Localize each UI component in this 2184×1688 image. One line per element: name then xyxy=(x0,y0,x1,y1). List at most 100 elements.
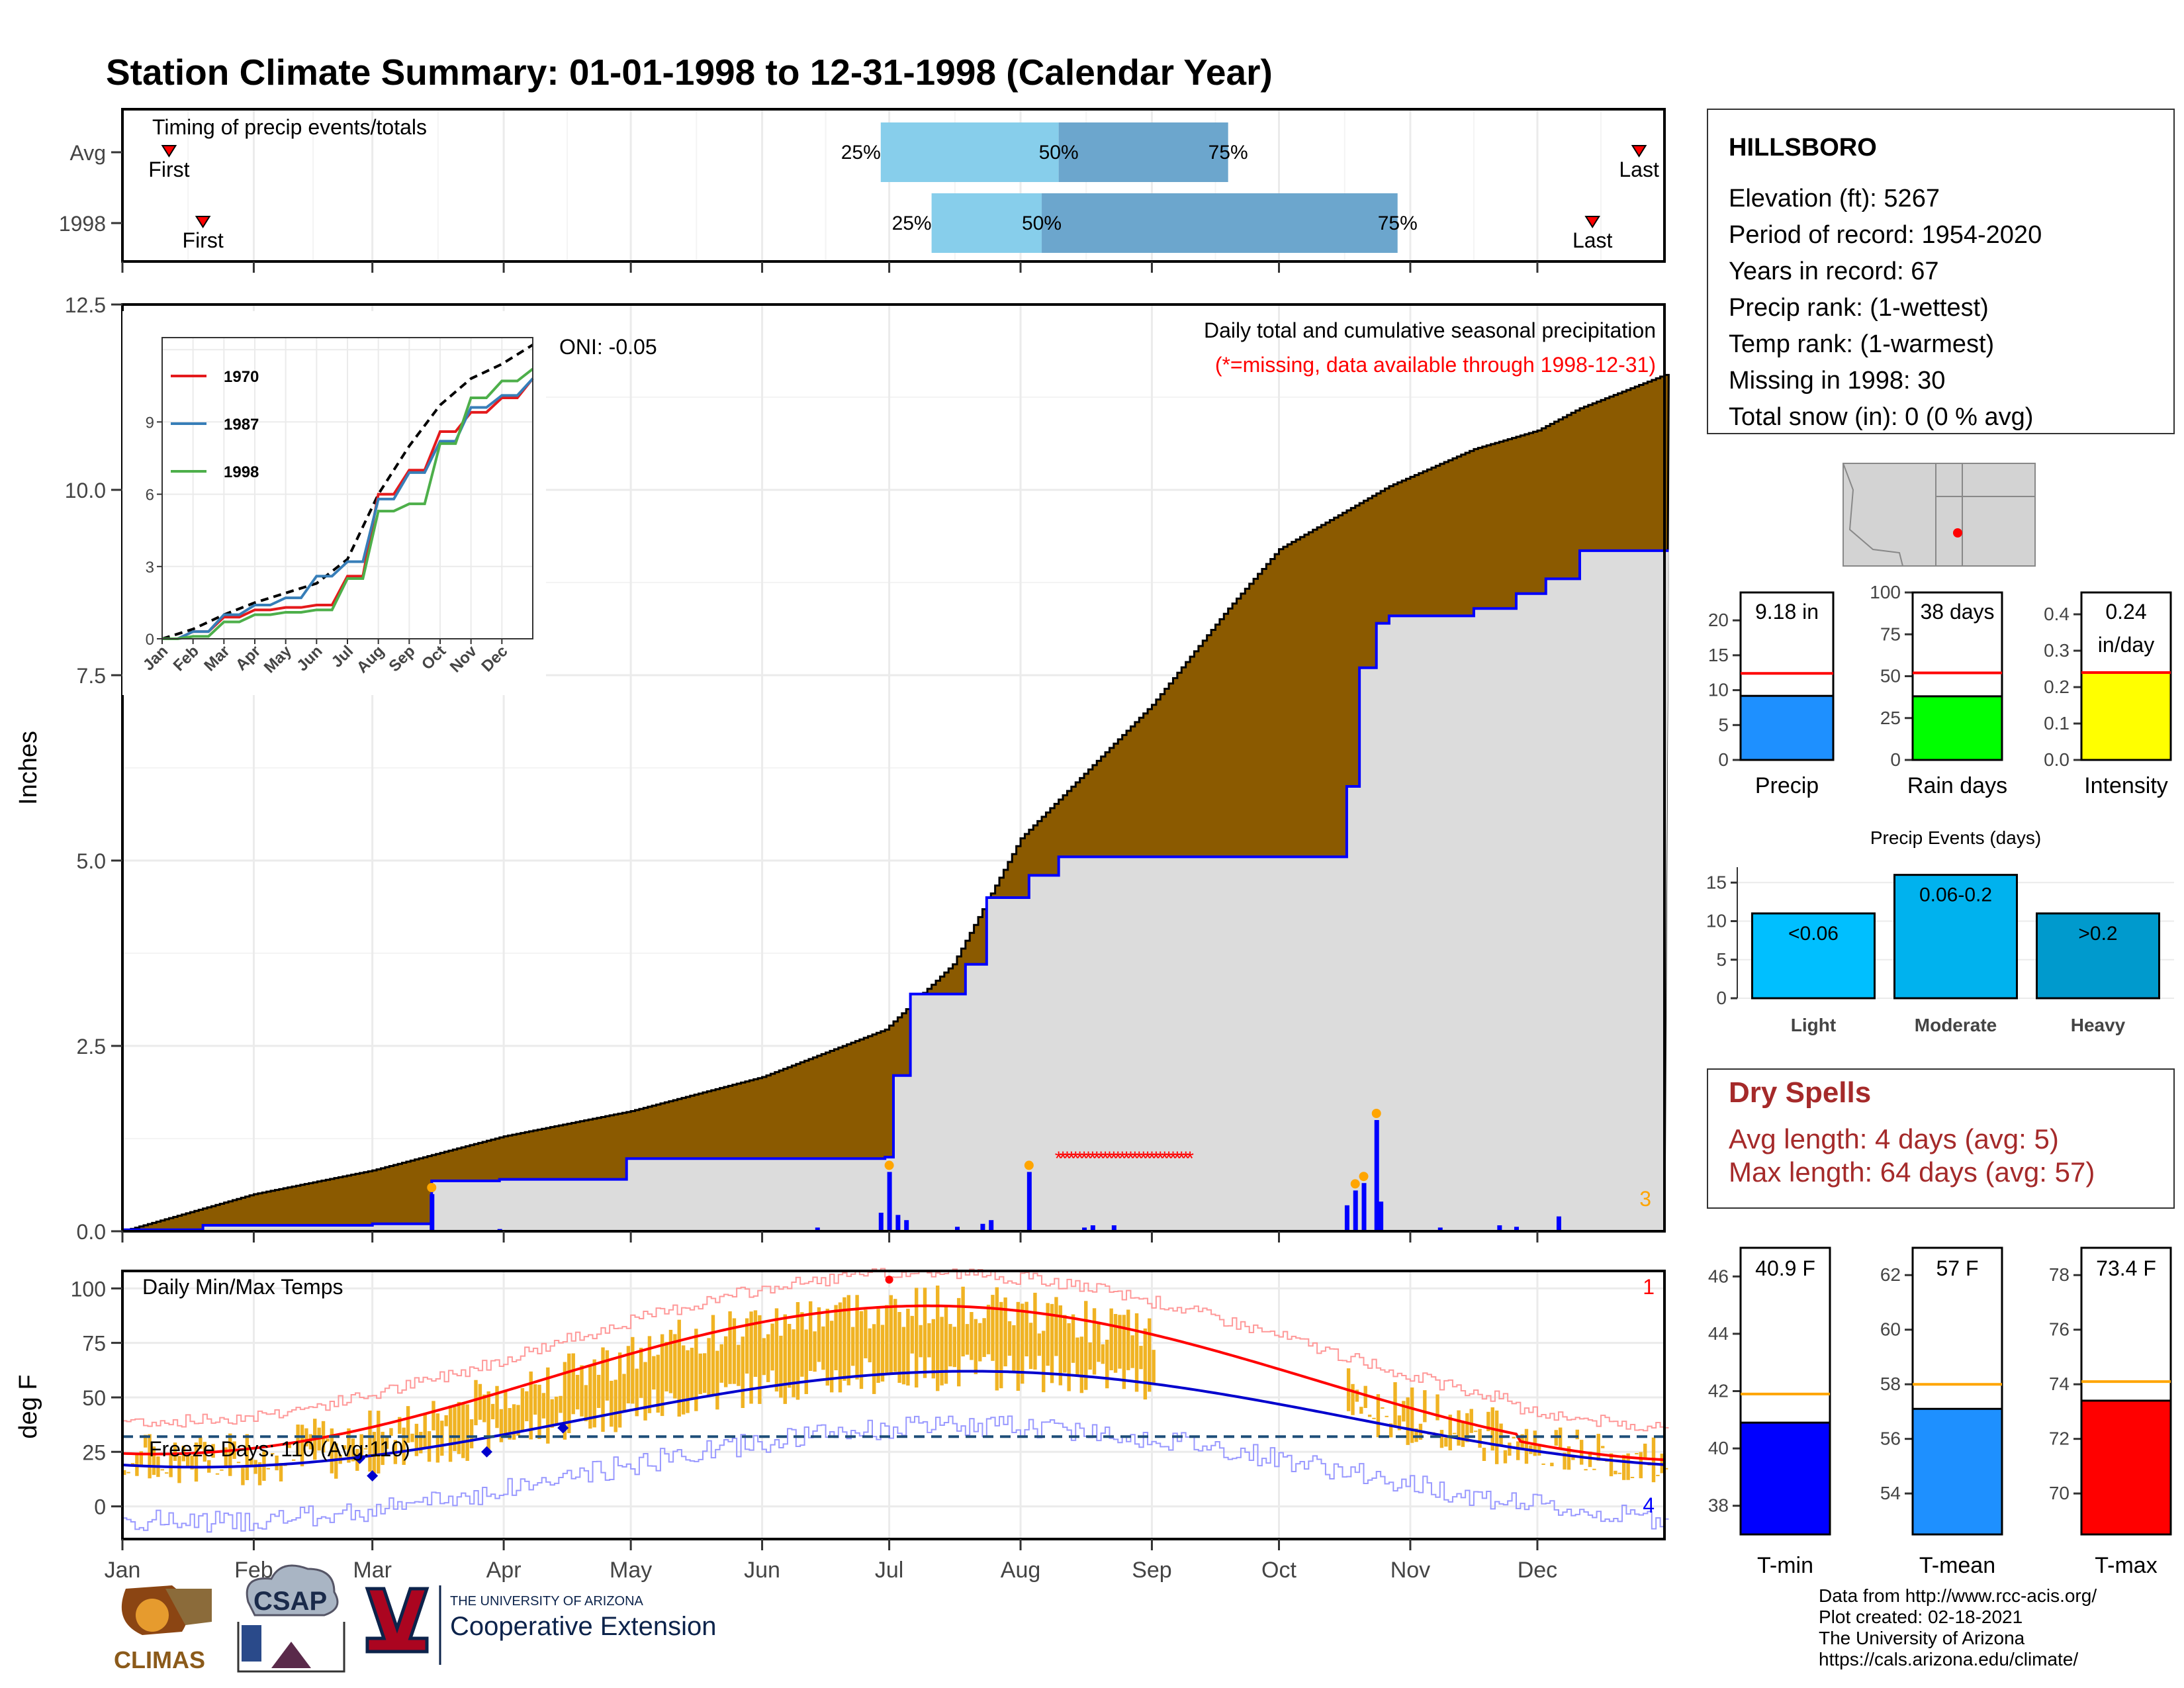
daily-temp-bar xyxy=(550,1399,554,1428)
daily-temp-bar xyxy=(961,1286,965,1357)
dry-spell-mark: * xyxy=(1059,1148,1067,1170)
daily-precip-bar xyxy=(1497,1225,1502,1231)
daily-temp-bar xyxy=(1410,1387,1414,1443)
daily-temp-bar xyxy=(351,1438,355,1462)
daily-temp-bar xyxy=(220,1469,224,1471)
daily-temp-bar xyxy=(991,1295,995,1361)
tempbar-ytick-label: 38 xyxy=(1708,1495,1729,1516)
dry-spell-mark: * xyxy=(1097,1148,1105,1170)
tempbar-ytick-label: 74 xyxy=(2049,1374,2070,1394)
footer-line1: Data from http://www.rcc-acis.org/ xyxy=(1819,1585,2097,1606)
daily-temp-bar xyxy=(1524,1429,1529,1464)
tempbar-value-label: 40.9 F xyxy=(1755,1256,1815,1280)
daily-temp-bar xyxy=(1097,1323,1101,1362)
footer-line3: The University of Arizona xyxy=(1819,1628,2025,1648)
dry-spell-mark: * xyxy=(1064,1148,1071,1170)
record-low-marker xyxy=(353,1452,365,1464)
daily-temp-bar xyxy=(1007,1321,1012,1356)
daily-temp-bar xyxy=(1148,1318,1152,1392)
daily-temp-bar xyxy=(762,1338,766,1376)
avg-max-line xyxy=(122,1304,1665,1462)
record-low-marker xyxy=(367,1470,379,1481)
daily-temp-bar xyxy=(952,1327,957,1368)
dry-spell-mark: * xyxy=(1152,1148,1160,1170)
daily-temp-bar xyxy=(1575,1429,1579,1440)
precip-ytick-label: 12.5 xyxy=(65,293,106,317)
station-location-marker xyxy=(1953,528,1962,538)
daily-temp-bar xyxy=(486,1391,490,1455)
dry-spell-mark: * xyxy=(1089,1148,1097,1170)
daily-precip-bar xyxy=(955,1227,960,1231)
daily-temp-bar xyxy=(554,1396,559,1425)
daily-temp-bar xyxy=(927,1323,931,1358)
daily-temp-bar xyxy=(1494,1410,1499,1464)
summary-ytick-label: 0 xyxy=(1718,749,1729,770)
daily-temp-bar xyxy=(525,1391,529,1421)
month-tick-label: Sep xyxy=(1132,1558,1172,1583)
daily-temp-bar xyxy=(995,1287,999,1391)
daily-precip-bar xyxy=(1344,1205,1349,1231)
daily-temp-bar xyxy=(656,1354,660,1413)
daily-temp-bar xyxy=(787,1323,792,1388)
daily-temp-bar xyxy=(838,1302,842,1393)
daily-temp-bar xyxy=(745,1318,749,1374)
daily-temp-bar xyxy=(681,1345,686,1415)
daily-temp-bar xyxy=(897,1311,901,1383)
daily-temp-bar xyxy=(872,1324,876,1394)
daily-temp-bar xyxy=(1567,1446,1571,1470)
inset-ytick-label: 0 xyxy=(146,631,154,649)
heavy-event-marker xyxy=(1359,1172,1369,1182)
daily-temp-bar xyxy=(610,1380,614,1427)
daily-temp-bar xyxy=(279,1463,283,1481)
summary-ytick-label: 100 xyxy=(1870,582,1901,602)
daily-temp-bar xyxy=(1028,1323,1033,1369)
dry-spells-title: Dry Spells xyxy=(1729,1076,1871,1109)
daily-temp-bar xyxy=(546,1367,550,1444)
daily-temp-bar xyxy=(1084,1301,1088,1390)
daily-temp-bar xyxy=(1626,1453,1630,1480)
record-max-line xyxy=(122,1268,1669,1432)
inset-series-1970 xyxy=(162,377,534,640)
dry-spell-mark: * xyxy=(1122,1148,1130,1170)
daily-temp-bar xyxy=(631,1336,635,1404)
ua-small-text: THE UNIVERSITY OF ARIZONA xyxy=(450,1594,644,1609)
daily-temp-bar xyxy=(1643,1443,1647,1460)
summary-ytick-label: 10 xyxy=(1708,680,1729,700)
timing-bar-50-75 xyxy=(1042,193,1398,253)
daily-temp-bar xyxy=(1614,1470,1617,1475)
daily-temp-bar xyxy=(419,1431,423,1454)
year-cumulative-line xyxy=(122,549,1669,1231)
daily-temp-bar xyxy=(829,1321,834,1393)
daily-temp-bar xyxy=(864,1309,868,1358)
events-bar-light xyxy=(1751,912,1876,1000)
inset-ytick-label: 3 xyxy=(146,559,154,577)
daily-temp-bar xyxy=(698,1353,702,1395)
daily-temp-bar xyxy=(686,1350,690,1413)
daily-temp-bar xyxy=(1143,1328,1148,1400)
daily-temp-bar xyxy=(779,1335,783,1398)
daily-temp-bar xyxy=(707,1338,711,1397)
daily-temp-bar xyxy=(512,1404,516,1440)
tempbar-value-label: 57 F xyxy=(1936,1256,1978,1280)
daily-temp-bar xyxy=(287,1442,292,1448)
daily-precip-bar xyxy=(887,1172,892,1231)
temp-panel-label: Daily Min/Max Temps xyxy=(142,1275,343,1299)
precip-caption: Daily total and cumulative seasonal prec… xyxy=(1204,318,1656,342)
daily-temp-bar xyxy=(533,1384,537,1415)
daily-temp-bar xyxy=(774,1308,779,1392)
daily-temp-bar xyxy=(194,1442,199,1482)
daily-temp-bar xyxy=(563,1362,567,1440)
daily-temp-bar xyxy=(1058,1305,1063,1385)
daily-temp-bar xyxy=(257,1462,262,1485)
daily-temp-bar xyxy=(499,1409,504,1442)
daily-temp-bar xyxy=(1656,1474,1660,1476)
station-elevation: Elevation (ft): 5267 xyxy=(1729,185,1940,212)
daily-temp-bar xyxy=(469,1419,474,1448)
last-event-marker xyxy=(1631,145,1647,158)
daily-temp-bar xyxy=(1550,1462,1554,1466)
daily-temp-bar xyxy=(1152,1350,1156,1383)
daily-temp-bar xyxy=(813,1331,817,1372)
daily-temp-bar xyxy=(647,1336,652,1413)
dry-spell-mark: * xyxy=(1182,1148,1190,1170)
daily-temp-bar xyxy=(1037,1333,1042,1356)
